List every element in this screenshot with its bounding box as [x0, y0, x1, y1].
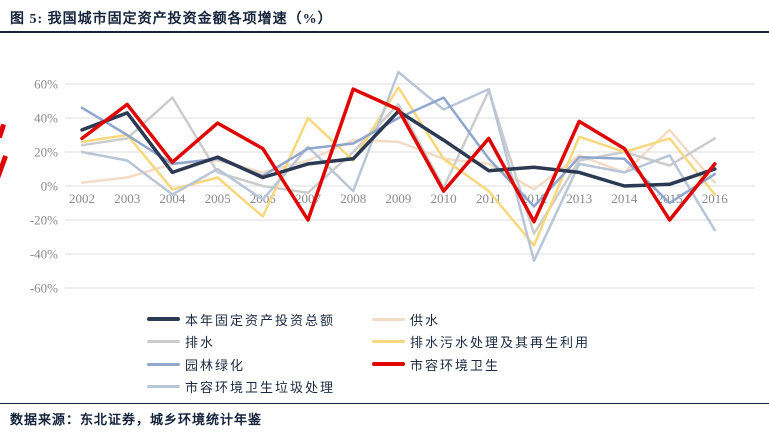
- legend-item-4: 园林绿化: [147, 353, 372, 376]
- legend-label: 排水污水处理及其再生利用: [410, 335, 591, 351]
- series-line-2: [80, 89, 717, 235]
- y-tick-label: 40%: [34, 111, 58, 126]
- x-tick-label: 2011: [476, 191, 502, 206]
- series-line-6: [80, 70, 717, 263]
- legend-line-marker-icon: [372, 362, 405, 367]
- legend-label: 市容环境卫生垃圾处理: [185, 380, 336, 396]
- legend-label: 市容环境卫生: [410, 357, 501, 373]
- legend-item-6: 市容环境卫生垃圾处理: [147, 376, 372, 399]
- y-tick-label: -40%: [30, 247, 58, 262]
- legend-line-marker-icon: [372, 317, 405, 321]
- x-tick-label: 2013: [566, 191, 592, 206]
- y-tick-label: 60%: [34, 77, 58, 92]
- legend-line-marker-icon: [147, 385, 180, 389]
- legend-label: 本年固定资产投资总额: [185, 312, 336, 328]
- legend-line-marker-icon: [147, 362, 180, 366]
- x-tick-label: 2008: [340, 191, 366, 206]
- series-line-0: [80, 109, 717, 188]
- x-tick-label: 2009: [385, 191, 411, 206]
- x-tick-label: 2010: [431, 191, 457, 206]
- legend-line-marker-icon: [147, 340, 180, 344]
- legend-label: 供水: [410, 312, 441, 328]
- legend-label: 园林绿化: [185, 357, 246, 373]
- x-tick-label: 2016: [702, 191, 729, 206]
- legend-label: 排水: [185, 335, 216, 351]
- x-tick-label: 2002: [69, 191, 95, 206]
- legend-item-5: 市容环境卫生: [372, 353, 590, 376]
- x-tick-label: 2003: [114, 191, 140, 206]
- series-line-4: [80, 96, 717, 208]
- x-tick-label: 2014: [611, 191, 638, 206]
- title-divider: [0, 31, 769, 33]
- figure-title: 图 5: 我国城市固定资产投资金额各项增速（%）: [10, 12, 333, 27]
- legend: 本年固定资产投资总额 供水排水 排水污水处理及其再生利用园林绿化 市容环境卫生市容环境…: [147, 308, 590, 398]
- legend-item-2: 排水: [147, 331, 372, 354]
- legend-item-3: 排水污水处理及其再生利用: [372, 331, 590, 354]
- y-tick-label: 0%: [41, 179, 59, 194]
- x-tick-label: 2012: [521, 191, 547, 206]
- x-tick-label: 2015: [657, 191, 683, 206]
- source-divider: [0, 403, 769, 404]
- y-tick-label: 20%: [34, 145, 58, 160]
- y-tick-label: -60%: [30, 281, 58, 296]
- x-tick-label: 2005: [205, 191, 231, 206]
- legend-item-1: 供水: [372, 308, 590, 331]
- data-source-note: 数据来源：东北证券，城乡环境统计年鉴: [10, 412, 263, 427]
- x-tick-label: 2004: [159, 191, 186, 206]
- y-tick-label: -20%: [30, 213, 58, 228]
- legend-item-0: 本年固定资产投资总额: [147, 308, 372, 331]
- legend-line-marker-icon: [372, 340, 405, 344]
- series-line-5: [80, 87, 717, 224]
- legend-line-marker-icon: [147, 317, 180, 322]
